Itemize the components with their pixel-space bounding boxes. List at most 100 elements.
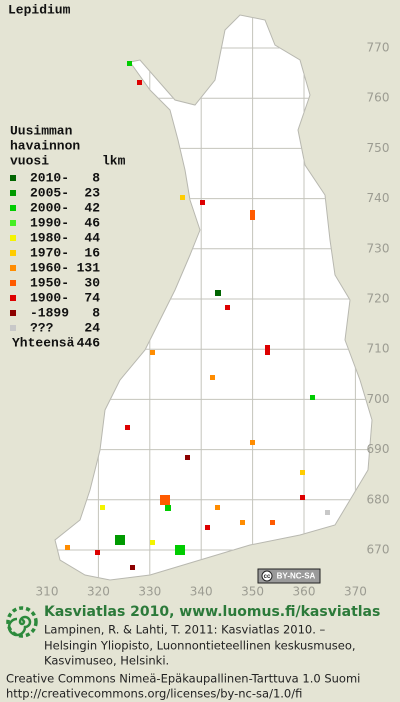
y-grid-label: 750 xyxy=(367,141,390,155)
y-grid-label: 770 xyxy=(367,41,390,55)
legend-label: 1990- xyxy=(30,215,69,230)
y-grid-label: 700 xyxy=(367,392,390,406)
occurrence xyxy=(215,290,221,296)
legend-count: 16 xyxy=(84,245,100,260)
legend-label: 2010- xyxy=(30,170,69,185)
occurrence xyxy=(127,61,132,66)
occurrence xyxy=(165,505,171,511)
legend-swatch xyxy=(10,280,16,286)
legend-count-heading: lkm xyxy=(102,153,126,168)
legend-swatch xyxy=(10,265,16,271)
legend-count: 23 xyxy=(84,185,100,200)
legend-count: 44 xyxy=(84,230,100,245)
legend-swatch xyxy=(10,325,16,331)
occurrence xyxy=(240,520,245,525)
occurrence xyxy=(270,520,275,525)
legend-count: 131 xyxy=(77,260,101,275)
occurrence xyxy=(150,350,155,355)
citation-line: Helsingin Yliopisto, Luonnontieteellinen… xyxy=(44,639,356,653)
legend-count: 24 xyxy=(84,320,100,335)
y-grid-label: 730 xyxy=(367,241,390,255)
occurrence xyxy=(175,545,185,555)
occurrence xyxy=(137,80,142,85)
legend-total: 446 xyxy=(77,335,101,350)
legend-count: 8 xyxy=(92,305,100,320)
y-grid-label: 690 xyxy=(367,442,390,456)
logo xyxy=(6,606,38,638)
x-grid-label: 310 xyxy=(36,585,59,599)
legend-total-label: Yhteensä xyxy=(12,335,75,350)
y-grid-label: 740 xyxy=(367,191,390,205)
legend-swatch xyxy=(10,295,16,301)
svg-text:cc: cc xyxy=(264,574,271,580)
occurrence xyxy=(300,470,305,475)
footer: Kasviatlas 2010, www.luomus.fi/kasviatla… xyxy=(6,604,380,701)
legend-swatch xyxy=(10,205,16,211)
legend-label: 2000- xyxy=(30,200,69,215)
occurrence xyxy=(115,535,125,545)
occurrence xyxy=(200,200,205,205)
legend-label: ??? xyxy=(30,320,54,335)
occurrence xyxy=(325,510,330,515)
x-grid-label: 360 xyxy=(293,585,316,599)
legend-swatch xyxy=(10,190,16,196)
legend-heading: vuosi xyxy=(10,153,49,168)
occurrence xyxy=(125,425,130,430)
legend-label: 1950- xyxy=(30,275,69,290)
occurrence xyxy=(310,395,315,400)
occurrence xyxy=(130,565,135,570)
occurrence xyxy=(300,495,305,500)
occurrence xyxy=(250,440,255,445)
y-grid-label: 710 xyxy=(367,342,390,356)
legend: Uusimman havainnon vuosi lkm Yhteensä 44… xyxy=(10,123,126,350)
legend-swatch xyxy=(10,175,16,181)
x-grid-label: 350 xyxy=(241,585,264,599)
x-grid-label: 330 xyxy=(138,585,161,599)
citation-line: Kasvimuseo, Helsinki. xyxy=(44,654,169,668)
occurrence xyxy=(265,345,270,355)
legend-heading: havainnon xyxy=(10,138,80,153)
occurrence xyxy=(250,210,255,220)
legend-label: 1900- xyxy=(30,290,69,305)
occurrence xyxy=(180,195,185,200)
map-title: Lepidium xyxy=(8,2,71,17)
occurrence-squares xyxy=(65,61,330,570)
y-grid-label: 720 xyxy=(367,292,390,306)
occurrence xyxy=(100,505,105,510)
citation-line: Lampinen, R. & Lahti, T. 2011: Kasviatla… xyxy=(44,623,326,637)
legend-label: 1980- xyxy=(30,230,69,245)
occurrence xyxy=(225,305,230,310)
license-line: http://creativecommons.org/licenses/by-n… xyxy=(6,687,302,701)
finland-outline xyxy=(54,14,373,581)
occurrence xyxy=(205,525,210,530)
legend-heading: Uusimman xyxy=(10,123,73,138)
license-line: Creative Commons Nimeä-Epäkaupallinen-Ta… xyxy=(6,672,360,686)
occurrence xyxy=(95,550,100,555)
legend-count: 74 xyxy=(84,290,100,305)
legend-label: -1899 xyxy=(30,305,69,320)
y-grid-label: 670 xyxy=(367,543,390,557)
occurrence xyxy=(215,505,220,510)
x-grid-label: 320 xyxy=(87,585,110,599)
occurrence xyxy=(185,455,190,460)
x-grid-label: 370 xyxy=(344,585,367,599)
license-badge-text: BY-NC-SA xyxy=(277,572,316,581)
legend-label: 2005- xyxy=(30,185,69,200)
occurrence xyxy=(65,545,70,550)
y-grid-label: 680 xyxy=(367,492,390,506)
occurrence xyxy=(150,540,155,545)
legend-label: 1970- xyxy=(30,245,69,260)
footer-title: Kasviatlas 2010, www.luomus.fi/kasviatla… xyxy=(44,604,380,620)
occurrence xyxy=(160,495,170,505)
legend-count: 42 xyxy=(84,200,100,215)
license-badge: cc BY-NC-SA xyxy=(257,568,321,584)
legend-swatch xyxy=(10,250,16,256)
legend-count: 46 xyxy=(84,215,100,230)
y-grid-label: 760 xyxy=(367,91,390,105)
occurrence xyxy=(210,375,215,380)
x-grid-label: 340 xyxy=(190,585,213,599)
legend-swatch xyxy=(10,310,16,316)
legend-count: 30 xyxy=(84,275,100,290)
legend-label: 1960- xyxy=(30,260,69,275)
